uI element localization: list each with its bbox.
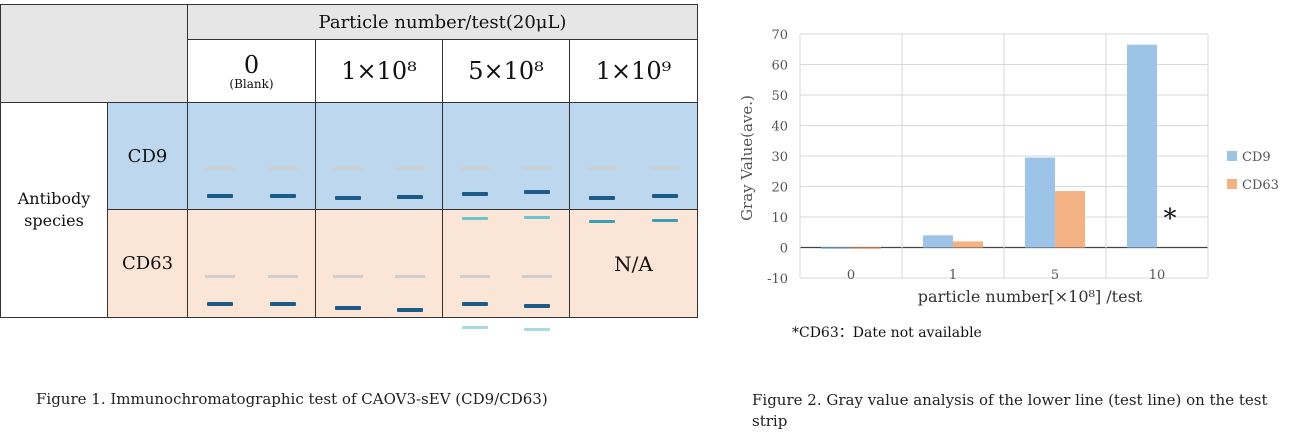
strip-cell-cd63-2 (442, 209, 570, 331)
y-tick-label: -10 (767, 272, 788, 287)
chart-annotation: * (1164, 204, 1177, 234)
chart-legend: CD9 CD63 (1227, 150, 1279, 193)
strip-cell-cd9-2 (442, 102, 570, 220)
particle-number-header: Particle number/test(20μL) (187, 4, 698, 40)
strip-cell-cd9-3 (569, 102, 698, 223)
x-tick-label: 1 (949, 268, 957, 283)
bar-cd9 (1025, 157, 1055, 248)
chart-bars (821, 44, 1157, 250)
figure1-caption: Figure 1. Immunochromatographic test of … (36, 390, 548, 408)
column-header-main: 1×10⁸ (341, 57, 417, 85)
row-label-cd9: CD9 (107, 102, 188, 210)
bar-cd63 (851, 247, 881, 250)
y-tick-label: 60 (771, 59, 788, 74)
chart-footnote: *CD63：Date not available (792, 325, 982, 341)
bar-cd63 (953, 241, 983, 248)
legend-label-cd9: CD9 (1242, 150, 1271, 165)
y-tick-label: 10 (771, 211, 788, 226)
bar-cd9 (1127, 44, 1157, 248)
strip-cell-cd63-1 (315, 209, 443, 318)
column-header-3: 1×10⁹ (569, 39, 698, 103)
y-tick-label: 50 (771, 89, 788, 104)
column-header-sub: (Blank) (229, 77, 274, 91)
legend-swatch-cd9 (1227, 151, 1237, 161)
table-corner (0, 4, 188, 103)
legend-swatch-cd63 (1227, 179, 1237, 189)
x-tick-label: 5 (1051, 268, 1059, 283)
gray-value-bar-chart: -10 0 10 20 30 40 50 60 70 0 1 5 10 Gray Value(ave.)… (738, 28, 1279, 306)
y-tick-label: 40 (771, 120, 788, 135)
x-tick-label: 10 (1149, 268, 1166, 283)
x-tick-label: 0 (847, 268, 855, 283)
y-tick-label: 70 (771, 28, 788, 43)
figure2-caption: Figure 2. Gray value analysis of the low… (752, 391, 1268, 430)
y-tick-label: 20 (771, 181, 788, 196)
antibody-species-label: Antibody species (0, 102, 108, 318)
strip-cell-cd9-1 (315, 102, 443, 210)
strip-cell-cd63-0 (187, 209, 316, 318)
column-header-2: 5×10⁸ (442, 39, 570, 103)
column-header-main: 0 (243, 51, 260, 79)
bar-cd63 (1055, 191, 1085, 248)
strip-cell-cd9-0 (187, 102, 316, 210)
x-axis-label: particle number[×10⁸] /test (918, 287, 1143, 306)
y-axis-label: Gray Value(ave.) (738, 95, 756, 221)
column-header-0: 0 (Blank) (187, 39, 316, 103)
chart-ticks: -10 0 10 20 30 40 50 60 70 0 1 5 10 (767, 28, 1165, 287)
row-label-cd63: CD63 (107, 209, 188, 318)
y-tick-label: 0 (780, 242, 788, 257)
immunochromatography-table: Particle number/test(20μL) 0 (Blank) 1×1… (0, 4, 698, 331)
bar-cd9 (821, 247, 851, 250)
legend-label-cd63: CD63 (1242, 178, 1279, 193)
column-header-1: 1×10⁸ (315, 39, 443, 103)
antibody-species-text: Antibody species (17, 189, 91, 230)
column-header-main: 1×10⁹ (595, 57, 672, 85)
column-header-main: 5×10⁸ (468, 57, 544, 85)
bar-cd9 (923, 235, 953, 248)
y-tick-label: 30 (771, 150, 788, 165)
not-available-cell: N/A (569, 209, 698, 318)
